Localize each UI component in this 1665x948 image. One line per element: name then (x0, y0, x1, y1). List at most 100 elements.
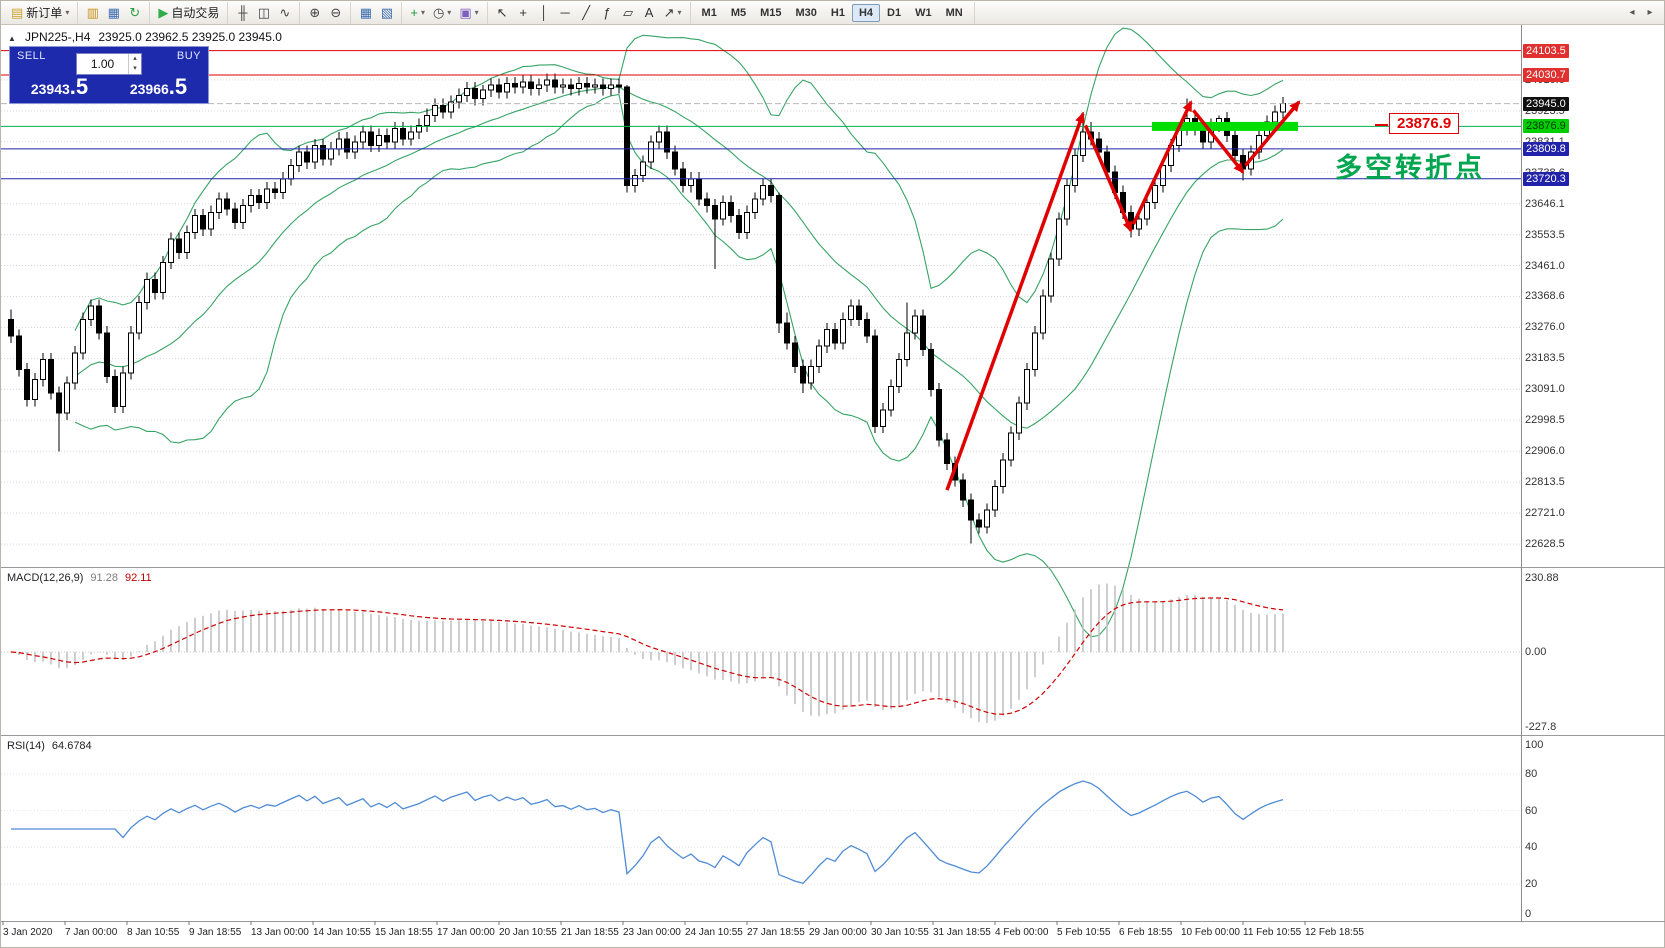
price-line-label: 23720.3 (1523, 171, 1569, 186)
templates-button[interactable]: ▣ ▾ (455, 3, 482, 23)
horizontal-line-tool-button[interactable]: ─ (555, 3, 576, 23)
chart-line-button[interactable]: ∿ (274, 3, 295, 23)
price-axis-label: 23091.0 (1525, 383, 1565, 396)
window-group: ▥ ▦ ↻ (78, 1, 151, 24)
text-tool-button[interactable]: A (639, 3, 660, 23)
new-chart-icon: ▥ (86, 5, 99, 20)
quick-trade-toggle-icon[interactable] (7, 30, 17, 44)
chart-candles-button[interactable]: ◫ (253, 3, 274, 23)
chart-bars-icon: ╫ (238, 5, 248, 20)
indicators-icon: + (410, 5, 418, 20)
trend-arrow (1131, 100, 1193, 225)
time-axis-label: 10 Feb 00:00 (1181, 927, 1240, 938)
zoom-out-icon: ⊖ (330, 5, 342, 20)
time-axis-label: 8 Jan 10:55 (127, 927, 180, 938)
tf-m1-button[interactable]: M1 (701, 6, 717, 19)
volume-decrease-icon[interactable] (129, 64, 141, 74)
time-axis-label: 6 Feb 18:55 (1119, 927, 1173, 938)
price-line-label: 23876.9 (1523, 119, 1569, 134)
indicators-button[interactable]: + ▾ (406, 3, 429, 23)
rsi-axis-label: 60 (1525, 804, 1538, 817)
annotations-layer[interactable] (945, 100, 1301, 491)
autotrading-label: 自动交易 (171, 6, 220, 20)
horizontal-lines[interactable] (1, 50, 1521, 180)
tf-h4-button[interactable]: H4 (851, 3, 881, 22)
sell-button[interactable]: SELL 23943.5 (10, 47, 109, 103)
arrows-tool-button[interactable]: ↗ ▾ (660, 3, 686, 23)
price-axis-label: 23368.6 (1525, 290, 1565, 303)
buy-price-main: 23966 (129, 81, 169, 97)
panel-separators[interactable] (1, 25, 1665, 925)
fibonacci-tool-button[interactable]: ƒ (597, 3, 618, 23)
crosshair-tool-icon: + (519, 5, 527, 20)
crosshair-tool-button[interactable]: + (513, 3, 534, 23)
periods-icon: ◷ (432, 5, 445, 20)
tf-m5-button[interactable]: M5 (730, 6, 747, 19)
tf-d1-button[interactable]: D1 (887, 6, 902, 19)
rsi-layer (1, 773, 1521, 885)
trendline-tool-icon: ╱ (582, 5, 591, 20)
rsi-value: 64.6784 (51, 740, 92, 752)
time-axis-label: 11 Feb 10:55 (1243, 927, 1302, 938)
price-axis-label: 22721.0 (1525, 507, 1565, 520)
tf-h1-button[interactable]: H1 (830, 6, 845, 19)
macd-axis-min: -227.8 (1525, 721, 1557, 733)
time-axis-label: 7 Jan 00:00 (65, 927, 118, 938)
tf-m15-button[interactable]: M15 (760, 6, 782, 19)
volume-spinner (128, 54, 141, 74)
toolbar-prev-button[interactable]: ◂ (1629, 7, 1635, 18)
macd-axis-max: 230.88 (1525, 572, 1559, 584)
periods-button[interactable]: ◷ ▾ (429, 3, 455, 23)
tile-windows-button[interactable]: ▦ (355, 3, 376, 23)
turning-point-note[interactable]: 多空转折点 (1335, 153, 1485, 183)
zoom-in-button[interactable]: ⊕ (304, 3, 325, 23)
profiles-icon: ▦ (107, 5, 120, 20)
tools-group: ↖ + │ ─ ╱ ƒ ▱ A ↗ ▾ (488, 1, 691, 24)
volume-increase-icon[interactable] (129, 54, 141, 64)
horizontal-line-tool-icon: ─ (560, 5, 570, 20)
new-order-icon: ▤ (11, 5, 24, 20)
ohlc-values: 23925.0 23962.5 23925.0 23945.0 (98, 30, 282, 44)
price-axis-label: 23553.5 (1525, 228, 1565, 241)
vertical-line-tool-button[interactable]: │ (534, 3, 555, 23)
macd-value-main: 91.28 (90, 572, 118, 584)
trend-arrow (1244, 100, 1301, 167)
chart-mode-group: ╫ ◫ ∿ (228, 1, 301, 24)
new-order-button[interactable]: ▤ 新订单 ▾ (7, 3, 73, 23)
tf-mn-button[interactable]: MN (945, 6, 963, 19)
tf-m30-button[interactable]: M30 (795, 6, 817, 19)
rsi-axis-label: 40 (1525, 841, 1538, 854)
zoom-out-button[interactable]: ⊖ (325, 3, 346, 23)
arrange-group: ▦ ▧ (351, 1, 403, 24)
text-tool-icon: A (644, 5, 654, 20)
refresh-button[interactable]: ↻ (124, 3, 145, 23)
autotrading-button[interactable]: ▶ 自动交易 (154, 3, 223, 23)
vertical-line-tool-icon: │ (540, 5, 549, 20)
support-highlight-bar (1152, 121, 1298, 131)
rsi-axis-label: 20 (1525, 878, 1538, 891)
new-chart-button[interactable]: ▥ (82, 3, 103, 23)
buy-button[interactable]: BUY 23966.5 (109, 47, 208, 103)
insert-group: + ▾ ◷ ▾ ▣ ▾ (402, 1, 488, 24)
cursor-tool-button[interactable]: ↖ (492, 3, 513, 23)
tf-w1-button[interactable]: W1 (915, 6, 932, 19)
cascade-windows-button[interactable]: ▧ (376, 3, 397, 23)
price-callout-label[interactable]: 23876.9 (1374, 113, 1460, 134)
templates-icon: ▣ (459, 5, 472, 20)
volume-input[interactable] (77, 54, 128, 74)
chart-bars-button[interactable]: ╫ (232, 3, 253, 23)
volume-stepper[interactable] (76, 53, 142, 75)
toolbar-next-button[interactable]: ▸ (1647, 7, 1653, 18)
rsi-axis-label: 0 (1525, 908, 1532, 920)
profiles-button[interactable]: ▦ (103, 3, 124, 23)
time-axis-label: 30 Jan 10:55 (871, 927, 929, 938)
macd-name: MACD(12,26,9) (7, 572, 84, 584)
time-axis-label: 5 Feb 10:55 (1057, 927, 1111, 938)
trendline-tool-button[interactable]: ╱ (576, 3, 597, 23)
buy-price: 23966.5 (109, 74, 208, 100)
shapes-tool-button[interactable]: ▱ (618, 3, 639, 23)
rsi-axis-label: 100 (1525, 739, 1544, 751)
time-axis-label: 21 Jan 18:55 (561, 927, 619, 938)
